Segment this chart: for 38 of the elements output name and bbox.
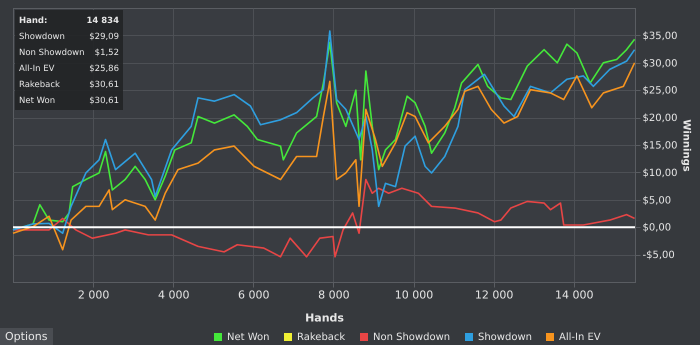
legend-label: Showdown (478, 332, 532, 343)
x-tick-label: 12 000 (474, 288, 514, 302)
legend-label: Non Showdown (373, 332, 450, 343)
line-series (12, 178, 636, 258)
annotation: $29,09 (89, 32, 119, 42)
y-tick-label: $20,00 (642, 113, 678, 124)
annotation: $30,61 (89, 80, 119, 90)
annotation: Showdown (19, 32, 65, 42)
text: Options (5, 330, 48, 343)
annotation: $1,52 (94, 48, 119, 58)
annotation: Rakeback (19, 80, 60, 90)
annotation: All-In EV (19, 64, 55, 74)
annotation: Non Showdown (19, 48, 85, 58)
y-tick-label: $30,00 (642, 58, 678, 70)
legend-label: All-In EV (559, 332, 601, 343)
y-tick-label: $25,00 (642, 86, 678, 97)
x-tick-label: 2 000 (78, 288, 110, 302)
y-tick-label: $5,00 (642, 195, 672, 206)
x-tick-label: 14 000 (554, 288, 594, 302)
y-tick-label: $15,00 (642, 140, 678, 152)
line-series (12, 62, 636, 250)
annotation: Hand: (19, 16, 48, 26)
legend-label: Net Won (227, 332, 270, 343)
x-tick-label: 10 000 (394, 288, 434, 302)
annotation: 14 834 (86, 16, 120, 26)
annotation: $25,86 (89, 64, 119, 74)
y-tick-label: -$5,00 (642, 250, 675, 262)
y-tick-label: $35,00 (642, 30, 678, 42)
y-axis-title: Winnings (680, 119, 692, 172)
legend-label: Rakeback (297, 332, 346, 343)
x-axis-title: Hands (305, 312, 344, 324)
annotation: Net Won (19, 96, 56, 106)
x-tick-label: 8 000 (318, 288, 350, 302)
x-tick-label: 4 000 (158, 288, 190, 302)
y-tick-label: $0,00 (642, 222, 672, 234)
y-tick-label: $10,00 (642, 168, 678, 179)
x-tick-label: 6 000 (238, 288, 270, 302)
annotation: $30,61 (89, 96, 119, 106)
